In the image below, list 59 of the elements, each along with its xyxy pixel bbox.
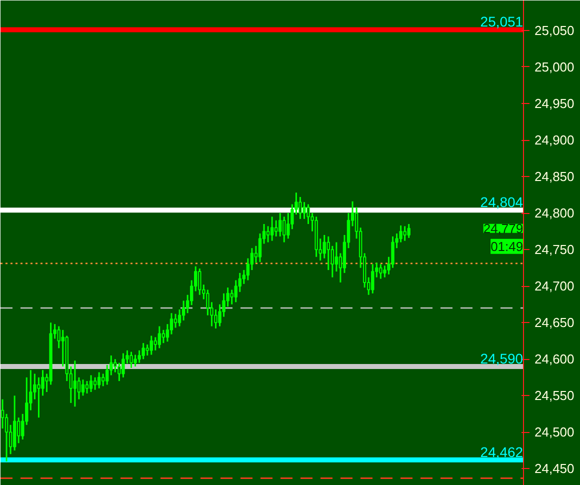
candlestick <box>274 220 278 238</box>
candlestick <box>334 242 338 272</box>
ref-line-label: 25,051 <box>480 14 524 30</box>
candlestick <box>16 416 20 444</box>
candlestick <box>330 245 334 278</box>
y-tick-label: 24,650 <box>534 315 574 330</box>
y-tick-label: 24,450 <box>534 461 574 476</box>
candlestick <box>403 225 406 242</box>
candlestick <box>142 342 145 360</box>
y-tick-label: 24,550 <box>534 388 574 404</box>
candlestick <box>106 364 109 386</box>
candlestick <box>278 212 282 238</box>
y-tick-label: 25,050 <box>534 22 574 38</box>
candlestick <box>178 308 182 328</box>
candlestick <box>85 380 89 394</box>
candlestick <box>266 225 270 244</box>
candlestick <box>81 378 85 396</box>
candlestick <box>77 376 81 400</box>
candlestick <box>73 360 77 408</box>
candlestick <box>407 223 410 239</box>
ref-line-label: 24,804 <box>480 194 524 210</box>
y-tick-label: 24,900 <box>534 132 574 148</box>
candlestick <box>302 201 306 220</box>
y-tick-label: 25,000 <box>534 59 574 74</box>
annotation: 01:49 <box>490 238 524 254</box>
candlestick <box>371 263 374 294</box>
candlestick <box>89 374 93 393</box>
candlestick <box>130 351 133 369</box>
candlestick <box>282 216 286 244</box>
ref-line-label: 24,462 <box>480 444 524 460</box>
annotation: 24,779 <box>483 220 524 236</box>
candlestick <box>379 263 382 280</box>
candlestick <box>270 216 274 242</box>
candlestick <box>154 336 157 352</box>
y-tick-label: 24,950 <box>534 96 574 111</box>
candlestick <box>158 326 162 349</box>
candlestick <box>37 376 40 418</box>
candlestick <box>162 329 166 344</box>
y-tick-label: 24,600 <box>534 352 574 367</box>
candlestick <box>170 312 174 336</box>
candlestick <box>174 313 178 328</box>
candlestick <box>97 372 101 390</box>
candlestick <box>198 268 202 296</box>
y-tick-label: 24,500 <box>534 424 574 440</box>
y-tick-label: 24,850 <box>534 169 574 184</box>
candlestick <box>122 352 125 378</box>
y-tick-label: 24,750 <box>534 242 574 258</box>
candlestick <box>150 335 153 356</box>
y-tick-label: 24,800 <box>534 206 574 221</box>
candlestick <box>118 362 121 382</box>
candlestick <box>101 372 105 387</box>
candlestick <box>93 376 97 391</box>
candlestick <box>134 354 137 368</box>
ref-line-label: 24,590 <box>480 350 524 366</box>
candlestick <box>258 232 262 263</box>
y-tick-label: 24,700 <box>534 278 574 294</box>
candlestick <box>230 288 234 306</box>
candlestick <box>298 196 302 220</box>
candlestick <box>146 344 149 356</box>
